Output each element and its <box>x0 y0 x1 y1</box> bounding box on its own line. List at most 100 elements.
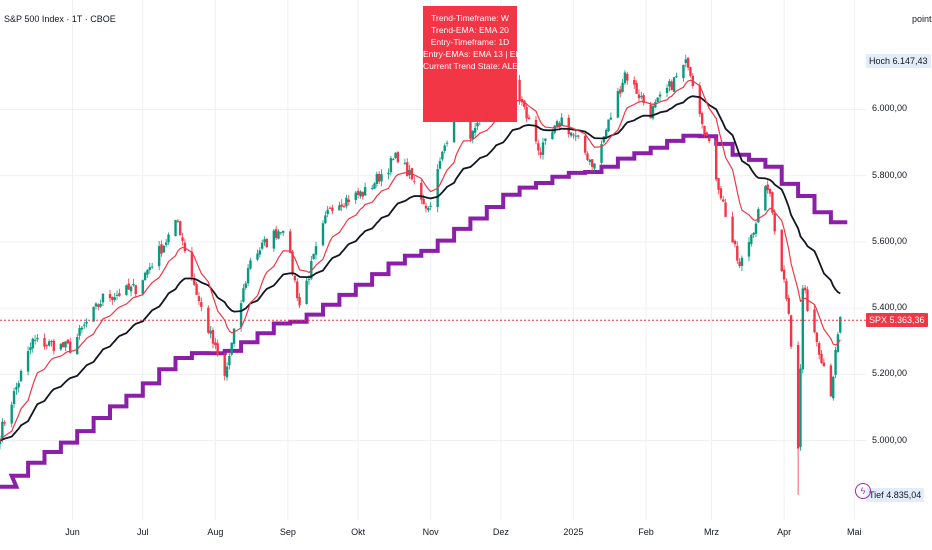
candle <box>698 82 702 117</box>
candle <box>839 316 842 334</box>
candle-body <box>768 188 772 194</box>
candle-body <box>26 351 30 372</box>
info-line-trend-ema: Trend-EMA: EMA 20 <box>431 25 509 35</box>
candle <box>766 180 769 194</box>
candle-body <box>15 387 18 390</box>
y-tick-label: 5.000,00 <box>872 434 908 445</box>
candle-body <box>541 142 545 155</box>
candle-body <box>310 261 313 279</box>
candle-body <box>817 343 821 355</box>
candle-body <box>780 229 783 272</box>
candle <box>134 284 137 297</box>
candle-body <box>3 422 6 424</box>
candle <box>17 380 20 393</box>
candle-body <box>740 257 744 267</box>
candle-body <box>64 341 67 348</box>
candle <box>340 199 343 212</box>
x-tick-label: Dez <box>492 527 509 537</box>
candle <box>700 111 704 129</box>
candle <box>370 184 374 191</box>
candle <box>715 137 718 182</box>
candle-body <box>682 64 685 79</box>
candle <box>438 157 442 170</box>
candle <box>176 218 180 223</box>
candle <box>277 229 280 240</box>
candle-body <box>441 151 444 160</box>
candle <box>717 177 720 195</box>
candle-body <box>602 136 606 143</box>
candle <box>225 362 229 381</box>
candle <box>668 78 671 92</box>
candle-body <box>616 91 620 118</box>
x-tick-label: Mai <box>847 527 862 537</box>
candle <box>12 387 16 408</box>
candle <box>321 220 325 247</box>
candle-body <box>555 121 559 127</box>
candle-body <box>242 288 245 302</box>
candle-body <box>590 159 594 167</box>
candle-body <box>129 286 133 292</box>
chart-title[interactable]: S&P 500 Index · 1T · CBOE <box>4 14 116 24</box>
candle <box>99 299 102 308</box>
candle-body <box>321 223 325 246</box>
candle-body <box>167 234 170 243</box>
candle-body <box>354 192 357 201</box>
candle-body <box>387 172 390 175</box>
candle-body <box>525 107 528 119</box>
candle-body <box>211 330 215 344</box>
candle <box>773 209 776 235</box>
candle <box>640 91 643 100</box>
unit-label[interactable]: point <box>912 14 932 24</box>
candle-body <box>773 213 776 232</box>
candle <box>707 136 711 144</box>
candle-body <box>593 163 596 169</box>
candle-body <box>607 119 610 132</box>
candle <box>675 72 678 78</box>
candle <box>801 284 805 374</box>
candle-body <box>141 280 144 294</box>
candle <box>408 165 411 180</box>
candle-body <box>782 269 786 280</box>
lightning-icon[interactable]: ϟ <box>855 483 871 499</box>
x-tick-label: Okt <box>351 527 366 537</box>
candle-body <box>766 184 769 191</box>
candle-body <box>263 239 266 243</box>
candle-body <box>143 272 147 281</box>
candle-body <box>83 324 86 326</box>
candle-body <box>427 207 430 211</box>
candle-body <box>392 159 395 161</box>
candle-body <box>752 232 755 235</box>
candle-body <box>675 76 678 78</box>
candle <box>534 115 538 145</box>
candle-body <box>274 229 278 239</box>
candle-body <box>665 87 669 94</box>
candle-body <box>148 267 151 270</box>
candle <box>829 363 833 398</box>
candle-body <box>719 188 723 199</box>
candle-body <box>272 230 276 249</box>
candle <box>36 334 39 343</box>
candle <box>738 258 741 268</box>
candle-body <box>473 127 477 133</box>
candle <box>764 184 767 211</box>
candle-body <box>633 80 636 85</box>
candle <box>61 342 65 348</box>
candle-body <box>228 355 231 366</box>
candle-body <box>619 89 622 94</box>
candle-body <box>94 303 98 307</box>
candle-body <box>750 234 753 244</box>
candle <box>66 338 70 345</box>
candle-body <box>722 199 725 202</box>
candle-body <box>134 285 137 295</box>
candle <box>375 171 379 188</box>
candle-body <box>822 362 826 367</box>
candle-body <box>640 96 643 98</box>
candle <box>633 76 636 89</box>
candle <box>722 196 725 203</box>
candle <box>785 278 788 302</box>
candle-body <box>469 118 472 139</box>
candle <box>216 339 219 357</box>
candle <box>822 358 826 367</box>
candle <box>244 280 247 290</box>
candle-body <box>738 261 741 267</box>
